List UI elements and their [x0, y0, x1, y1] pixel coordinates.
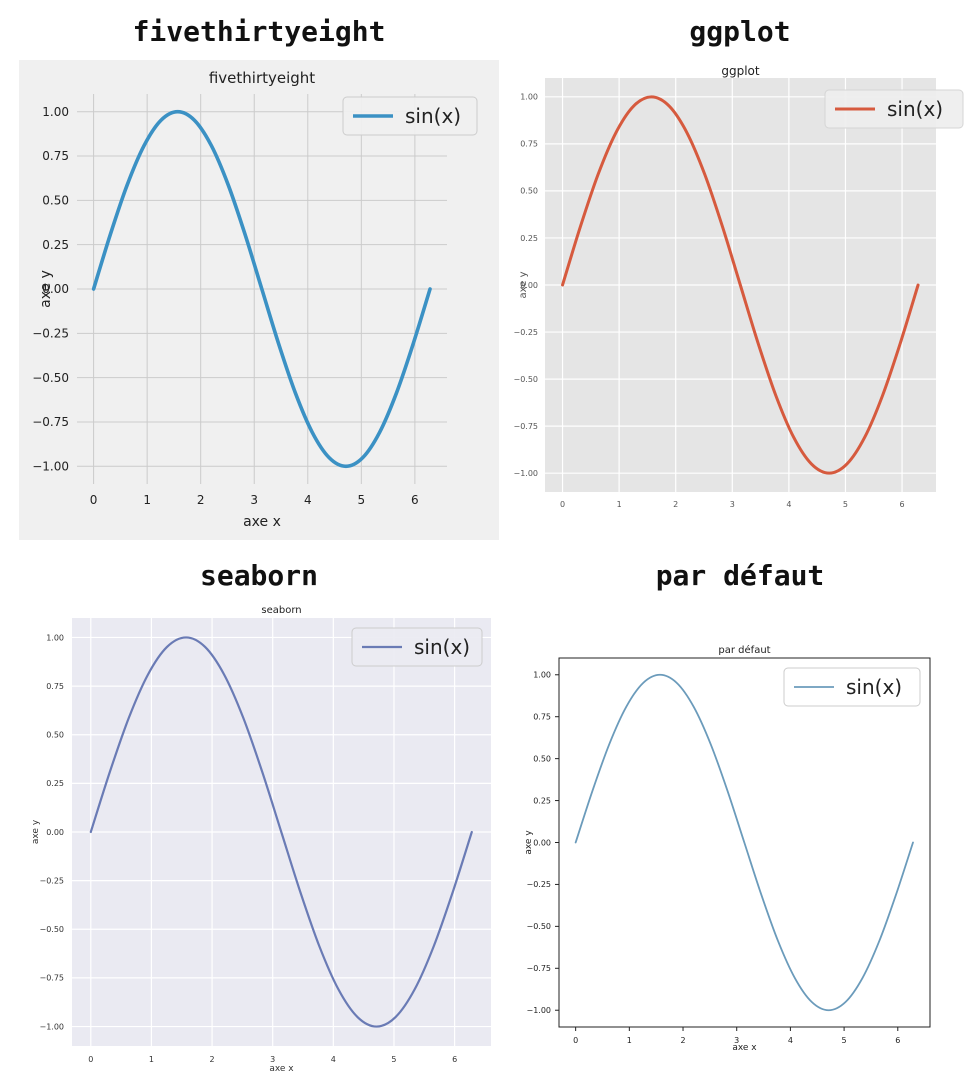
y-tick-label: −1.00 — [32, 459, 69, 473]
y-tick-label: 0.25 — [533, 796, 551, 805]
y-tick-label: −1.00 — [513, 469, 538, 478]
x-tick-label: 4 — [331, 1055, 336, 1064]
legend-box — [342, 96, 478, 136]
x-tick-label: 3 — [730, 500, 735, 509]
chart-title: ggplot — [721, 64, 760, 78]
y-tick-label: −0.50 — [39, 925, 64, 934]
x-tick-label: 1 — [617, 500, 622, 509]
y-tick-label: −0.25 — [32, 327, 69, 341]
chart-par-defaut: 0 1 2 3 4 5 6 1.00 0.75 0.50 0.25 0.00 −0.25 −0.50 −0.… — [512, 640, 962, 1058]
y-tick-label: −1.00 — [39, 1022, 64, 1031]
legend: sin(x) — [824, 89, 964, 129]
x-tick-label: 2 — [210, 1055, 215, 1064]
y-tick-label: −0.50 — [32, 371, 69, 385]
y-tick-label: −0.75 — [32, 415, 69, 429]
y-tick-label: −0.50 — [513, 375, 538, 384]
y-axis-label: axe y — [518, 271, 529, 298]
x-tick-label: 0 — [560, 500, 565, 509]
y-tick-label: −0.25 — [39, 876, 64, 885]
heading-par-defaut: par défaut — [655, 559, 825, 592]
x-tick-label: 5 — [842, 1036, 847, 1045]
x-tick-label: 6 — [895, 1036, 900, 1045]
x-tick-label: 6 — [900, 500, 905, 509]
x-tick-label: 0 — [90, 493, 98, 507]
chart-title: fivethirtyeight — [209, 69, 315, 87]
y-tick-label: 0.50 — [42, 194, 69, 208]
series-line-sin-x — [561, 95, 920, 475]
y-tick-label: 0.25 — [42, 238, 69, 252]
y-tick-label: 0.00 — [520, 281, 538, 290]
x-tick-label: 5 — [843, 500, 848, 509]
x-tick-label: 2 — [680, 1036, 685, 1045]
legend-box — [783, 667, 921, 707]
y-tick-label: 0.75 — [533, 713, 551, 722]
chart-fivethirtyeight: 0 1 2 3 4 5 6 1.00 0.75 0.50 0.25 0.00 −0.25 −0.50 −0.… — [19, 60, 499, 540]
legend: sin(x) — [342, 96, 478, 136]
heading-ggplot: ggplot — [689, 15, 791, 48]
x-tick-label: 2 — [673, 500, 678, 509]
y-tick-label: −0.75 — [513, 422, 538, 431]
legend-label: sin(x) — [887, 97, 943, 121]
chart-title: seaborn — [261, 605, 301, 616]
x-tick-label: 6 — [452, 1055, 457, 1064]
y-tick-label: 0.25 — [520, 234, 538, 243]
x-tick-label: 6 — [411, 493, 419, 507]
series-line-sin-x — [91, 109, 432, 469]
y-axis-label: axe y — [524, 830, 534, 855]
y-tick-label: 0.50 — [46, 731, 64, 740]
y-tick-label: −0.75 — [39, 974, 64, 983]
x-tick-label: 1 — [143, 493, 151, 507]
y-tick-label: −0.50 — [526, 922, 551, 931]
x-tick-label: 1 — [627, 1036, 632, 1045]
x-axis-label: axe x — [243, 514, 281, 530]
y-tick-label: 1.00 — [46, 633, 64, 642]
legend: sin(x) — [783, 667, 921, 707]
y-tick-label: 0.00 — [42, 282, 69, 296]
x-tick-label: 2 — [197, 493, 205, 507]
x-tick-label: 0 — [573, 1036, 578, 1045]
y-tick-label: 0.50 — [533, 754, 551, 763]
legend-label: sin(x) — [414, 635, 470, 659]
chart-ggplot: 0 1 2 3 4 5 6 1.00 0.75 0.50 0.25 0.00 −0.25 −0.50 −0.… — [512, 60, 968, 520]
y-tick-label: 0.75 — [46, 682, 64, 691]
x-tick-label: 4 — [788, 1036, 793, 1045]
x-tick-label: 0 — [88, 1055, 93, 1064]
x-tick-label: 4 — [304, 493, 312, 507]
legend-box — [824, 89, 964, 129]
series-line-sin-x — [89, 636, 473, 1028]
x-axis-label: axe x — [732, 1043, 757, 1053]
y-tick-label: −0.25 — [526, 880, 551, 889]
x-tick-label: 1 — [149, 1055, 154, 1064]
y-axis-label: axe y — [38, 270, 54, 308]
series-line-sin-x — [574, 673, 914, 1012]
chart-title: par défaut — [718, 644, 770, 656]
y-tick-label: 0.00 — [533, 838, 551, 847]
x-tick-label: 3 — [250, 493, 258, 507]
legend-box — [351, 627, 483, 667]
chart-seaborn: 0 1 2 3 4 5 6 1.00 0.75 0.50 0.25 0.00 −0.25 −0.50 −0.… — [19, 602, 499, 1078]
x-tick-label: 3 — [734, 1036, 739, 1045]
y-tick-label: 1.00 — [42, 105, 69, 119]
y-tick-label: 0.75 — [520, 140, 538, 149]
y-tick-label: −0.25 — [513, 328, 538, 337]
y-tick-label: 0.00 — [46, 828, 64, 837]
x-tick-label: 4 — [786, 500, 791, 509]
y-tick-label: −0.75 — [526, 964, 551, 973]
y-tick-label: −1.00 — [526, 1006, 551, 1015]
heading-seaborn: seaborn — [199, 559, 318, 592]
y-tick-label: 0.75 — [42, 149, 69, 163]
y-axis-label: axe y — [31, 819, 41, 844]
x-tick-label: 5 — [358, 493, 366, 507]
x-tick-label: 5 — [391, 1055, 396, 1064]
x-tick-label: 3 — [270, 1055, 275, 1064]
x-axis-label: axe x — [269, 1064, 294, 1074]
heading-fivethirtyeight: fivethirtyeight — [132, 15, 386, 48]
legend-label: sin(x) — [846, 675, 902, 699]
y-tick-label: 0.25 — [46, 779, 64, 788]
legend-label: sin(x) — [405, 104, 461, 128]
legend: sin(x) — [351, 627, 483, 667]
y-tick-label: 1.00 — [533, 671, 551, 680]
y-tick-label: 0.50 — [520, 187, 538, 196]
y-tick-label: 1.00 — [520, 93, 538, 102]
